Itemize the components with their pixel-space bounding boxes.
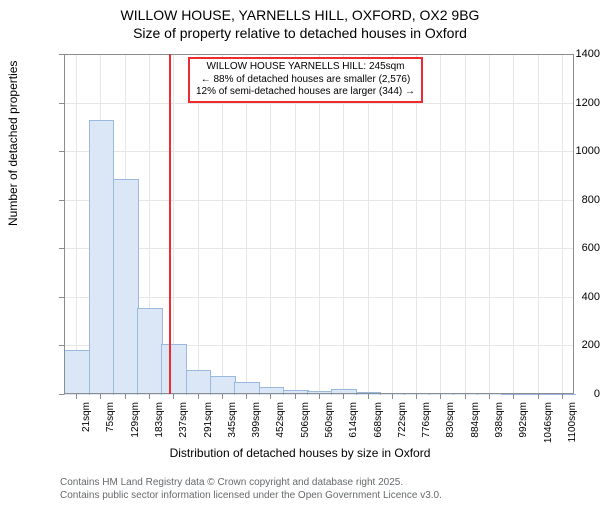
x-tick-mark [416, 394, 417, 399]
y-axis-label: Number of detached properties [6, 61, 20, 226]
x-tick-label: 560sqm [324, 402, 335, 452]
x-tick-label: 237sqm [178, 402, 189, 452]
footer-line1: Contains HM Land Registry data © Crown c… [60, 477, 403, 488]
plot-area [64, 54, 574, 394]
x-tick-mark [270, 394, 271, 399]
chart-title: WILLOW HOUSE, YARNELLS HILL, OXFORD, OX2… [0, 6, 600, 42]
x-tick-mark [489, 394, 490, 399]
x-tick-mark [76, 394, 77, 399]
x-tick-mark [513, 394, 514, 399]
x-tick-label: 992sqm [518, 402, 529, 452]
x-tick-mark [246, 394, 247, 399]
x-tick-label: 345sqm [227, 402, 238, 452]
x-tick-label: 830sqm [445, 402, 456, 452]
title-line1: WILLOW HOUSE, YARNELLS HILL, OXFORD, OX2… [121, 7, 480, 23]
x-tick-mark [343, 394, 344, 399]
x-tick-label: 1100sqm [567, 402, 578, 452]
x-tick-label: 75sqm [105, 402, 116, 452]
x-tick-label: 938sqm [494, 402, 505, 452]
x-tick-mark [465, 394, 466, 399]
x-tick-mark [295, 394, 296, 399]
x-tick-mark [392, 394, 393, 399]
reference-annotation: WILLOW HOUSE YARNELLS HILL: 245sqm ← 88%… [188, 57, 423, 103]
footer-attribution: Contains HM Land Registry data © Crown c… [60, 477, 442, 502]
x-tick-label: 776sqm [421, 402, 432, 452]
x-tick-mark [368, 394, 369, 399]
x-tick-mark [562, 394, 563, 399]
x-tick-label: 722sqm [397, 402, 408, 452]
x-tick-mark [173, 394, 174, 399]
x-tick-label: 452sqm [275, 402, 286, 452]
x-tick-label: 129sqm [130, 402, 141, 452]
x-tick-label: 668sqm [373, 402, 384, 452]
x-tick-label: 399sqm [251, 402, 262, 452]
x-tick-label: 506sqm [300, 402, 311, 452]
x-tick-label: 1046sqm [543, 402, 554, 452]
annot-line3: 12% of semi-detached houses are larger (… [196, 86, 415, 97]
reference-line [169, 54, 171, 394]
x-tick-mark [125, 394, 126, 399]
x-tick-label: 291sqm [203, 402, 214, 452]
x-tick-label: 21sqm [81, 402, 92, 452]
x-tick-mark [100, 394, 101, 399]
x-tick-label: 884sqm [470, 402, 481, 452]
x-tick-mark [222, 394, 223, 399]
x-tick-mark [319, 394, 320, 399]
x-tick-mark [538, 394, 539, 399]
x-tick-label: 614sqm [348, 402, 359, 452]
x-tick-mark [149, 394, 150, 399]
x-tick-mark [440, 394, 441, 399]
title-line2: Size of property relative to detached ho… [133, 25, 467, 41]
footer-line2: Contains public sector information licen… [60, 490, 442, 501]
x-tick-mark [198, 394, 199, 399]
x-tick-label: 183sqm [154, 402, 165, 452]
annot-line1: WILLOW HOUSE YARNELLS HILL: 245sqm [206, 61, 404, 72]
annot-line2: ← 88% of detached houses are smaller (2,… [201, 74, 411, 85]
